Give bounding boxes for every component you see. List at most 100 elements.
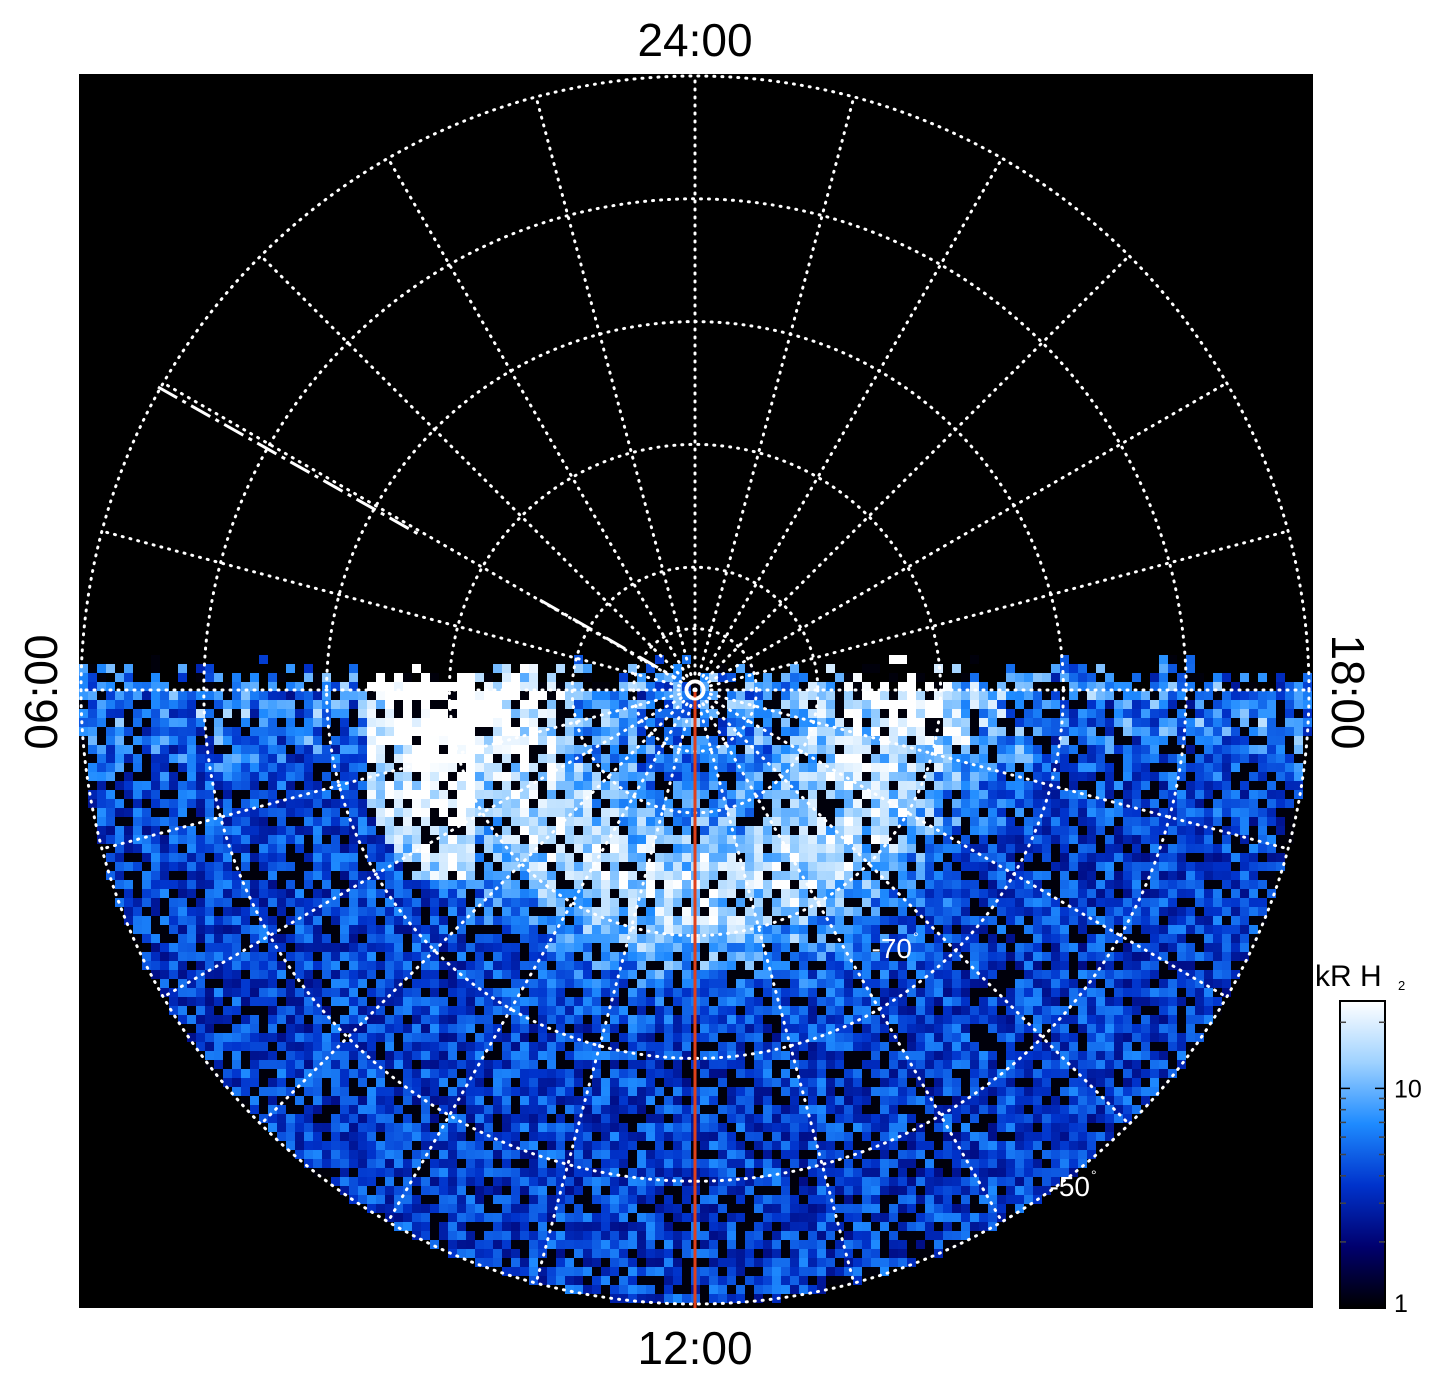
- emission-cell: [538, 889, 547, 898]
- emission-cell: [493, 763, 502, 772]
- emission-cell: [610, 934, 619, 943]
- emission-cell: [304, 916, 313, 925]
- emission-cell: [853, 754, 862, 763]
- emission-cell: [205, 682, 214, 691]
- emission-cell: [979, 907, 988, 916]
- emission-cell: [322, 907, 331, 916]
- emission-cell: [1051, 952, 1060, 961]
- emission-cell: [511, 700, 520, 709]
- emission-cell: [754, 898, 763, 907]
- emission-cell: [295, 853, 304, 862]
- emission-cell: [376, 889, 385, 898]
- emission-cell: [187, 826, 196, 835]
- emission-cell: [853, 943, 862, 952]
- emission-cell: [664, 916, 673, 925]
- emission-cell: [565, 988, 574, 997]
- emission-cell: [961, 799, 970, 808]
- emission-cell: [1267, 799, 1276, 808]
- emission-cell: [1069, 736, 1078, 745]
- emission-cell: [664, 754, 673, 763]
- emission-cell: [358, 808, 367, 817]
- emission-cell: [1231, 880, 1240, 889]
- emission-cell: [997, 943, 1006, 952]
- emission-cell: [961, 997, 970, 1006]
- emission-cell: [961, 961, 970, 970]
- emission-cell: [511, 763, 520, 772]
- emission-cell: [124, 763, 133, 772]
- emission-cell: [1258, 898, 1267, 907]
- emission-cell: [1006, 898, 1015, 907]
- emission-cell: [772, 808, 781, 817]
- emission-cell: [1078, 997, 1087, 1006]
- emission-cell: [268, 862, 277, 871]
- emission-cell: [1186, 979, 1195, 988]
- emission-cell: [1051, 718, 1060, 727]
- emission-cell: [1177, 736, 1186, 745]
- emission-cell: [88, 772, 97, 781]
- emission-cell: [475, 826, 484, 835]
- emission-cell: [160, 970, 169, 979]
- emission-cell: [961, 826, 970, 835]
- emission-cell: [187, 943, 196, 952]
- emission-cell: [142, 709, 151, 718]
- emission-cell: [574, 700, 583, 709]
- emission-cell: [718, 745, 727, 754]
- emission-cell: [502, 871, 511, 880]
- emission-cell: [466, 844, 475, 853]
- emission-cell: [376, 781, 385, 790]
- emission-cell: [376, 835, 385, 844]
- emission-cell: [646, 907, 655, 916]
- emission-cell: [304, 844, 313, 853]
- emission-cell: [304, 1015, 313, 1024]
- emission-cell: [583, 691, 592, 700]
- emission-cell: [637, 871, 646, 880]
- emission-cell: [1033, 763, 1042, 772]
- emission-cell: [700, 979, 709, 988]
- emission-cell: [1114, 1006, 1123, 1015]
- emission-cell: [637, 682, 646, 691]
- emission-cell: [475, 853, 484, 862]
- emission-cell: [700, 781, 709, 790]
- emission-cell: [466, 898, 475, 907]
- emission-cell: [664, 817, 673, 826]
- emission-cell: [241, 1015, 250, 1024]
- emission-cell: [961, 745, 970, 754]
- emission-cell: [862, 925, 871, 934]
- emission-cell: [421, 772, 430, 781]
- emission-cell: [637, 961, 646, 970]
- emission-cell: [790, 898, 799, 907]
- emission-cell: [664, 691, 673, 700]
- emission-cell: [349, 763, 358, 772]
- emission-cell: [961, 943, 970, 952]
- emission-cell: [421, 754, 430, 763]
- emission-cell: [1168, 934, 1177, 943]
- emission-cell: [916, 763, 925, 772]
- emission-cell: [1159, 808, 1168, 817]
- emission-cell: [223, 898, 232, 907]
- emission-cell: [1132, 880, 1141, 889]
- emission-cell: [1069, 763, 1078, 772]
- emission-cell: [277, 826, 286, 835]
- emission-cell: [1231, 781, 1240, 790]
- emission-cell: [385, 844, 394, 853]
- emission-cell: [979, 925, 988, 934]
- emission-cell: [1123, 952, 1132, 961]
- emission-cell: [1096, 790, 1105, 799]
- emission-cell: [619, 961, 628, 970]
- emission-cell: [1069, 781, 1078, 790]
- emission-cell: [1159, 718, 1168, 727]
- emission-cell: [115, 727, 124, 736]
- emission-cell: [808, 763, 817, 772]
- emission-cell: [1249, 853, 1258, 862]
- emission-cell: [862, 718, 871, 727]
- emission-cell: [592, 925, 601, 934]
- emission-cell: [1105, 907, 1114, 916]
- emission-cell: [970, 826, 979, 835]
- emission-cell: [718, 808, 727, 817]
- emission-cell: [952, 835, 961, 844]
- emission-cell: [214, 808, 223, 817]
- emission-cell: [1051, 664, 1060, 673]
- emission-cell: [1060, 871, 1069, 880]
- emission-cell: [799, 853, 808, 862]
- emission-cell: [403, 1006, 412, 1015]
